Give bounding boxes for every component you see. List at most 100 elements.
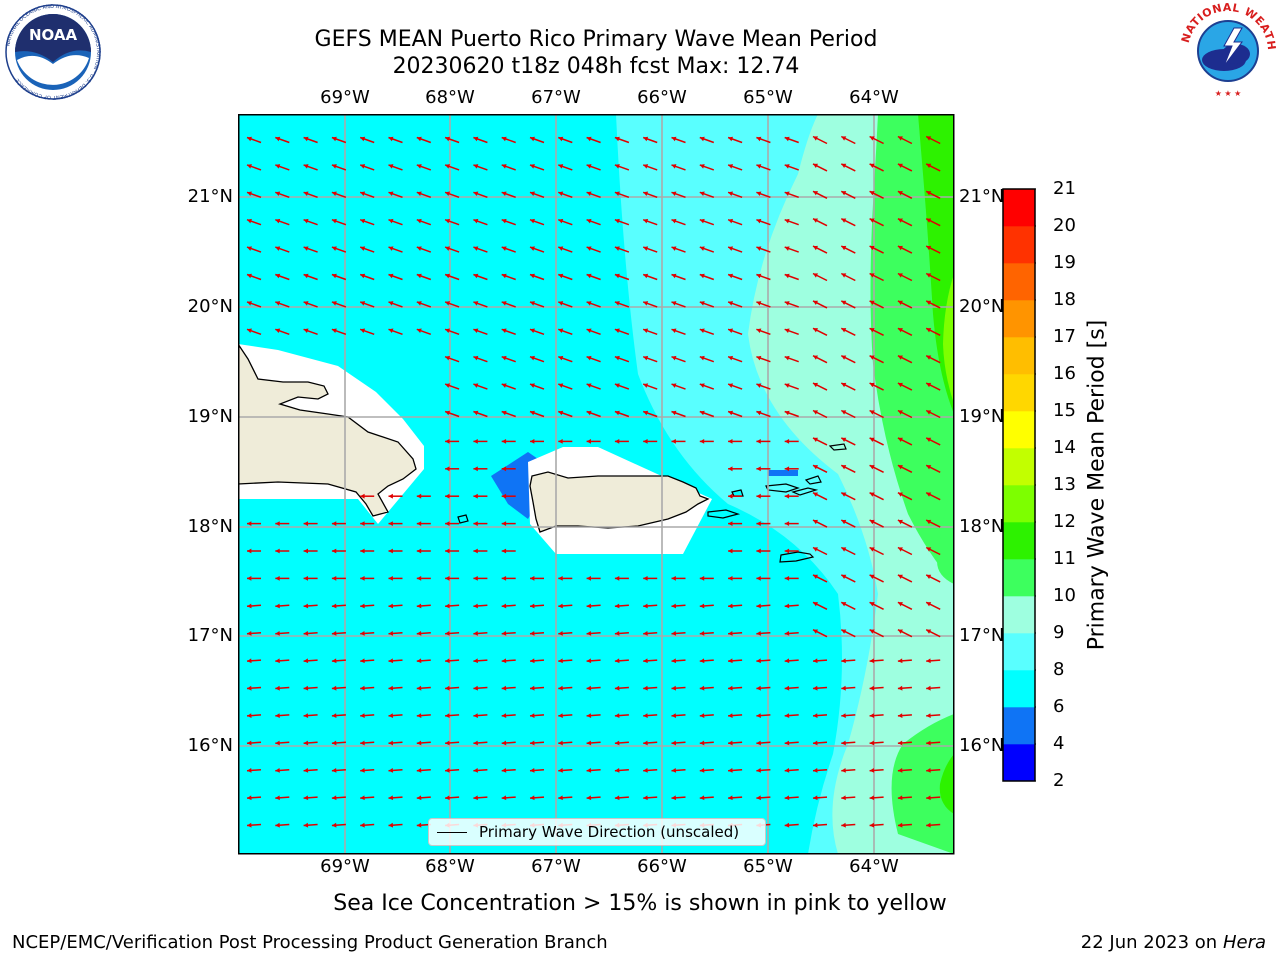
wave-direction-arrow [501, 301, 516, 308]
wave-direction-arrow [727, 328, 743, 336]
wave-direction-arrow [275, 822, 290, 828]
wave-direction-arrow [586, 355, 601, 363]
wave-direction-arrow [416, 493, 431, 499]
wave-direction-arrow [331, 767, 346, 773]
wave-direction-arrow [784, 136, 799, 144]
wave-direction-arrow [445, 713, 460, 718]
wave-direction-arrow [586, 603, 601, 609]
wave-direction-arrow [501, 164, 516, 171]
lat-right-label: 19°N [959, 406, 1005, 427]
wave-direction-arrow [275, 218, 290, 226]
wave-direction-arrow [897, 355, 913, 364]
wave-direction-arrow [897, 685, 912, 691]
wave-direction-arrow [727, 410, 743, 418]
wave-direction-arrow [756, 713, 771, 718]
wave-direction-arrow [614, 136, 630, 144]
wave-direction-arrow [614, 630, 629, 636]
wave-direction-arrow [840, 163, 856, 172]
wave-direction-arrow [331, 658, 346, 664]
wave-direction-arrow [784, 466, 799, 472]
wave-direction-arrow [416, 521, 431, 526]
wave-direction-arrow [331, 246, 347, 253]
wave-direction-arrow [728, 740, 743, 746]
wave-direction-arrow [303, 548, 318, 554]
wave-direction-arrow [699, 603, 714, 609]
wave-direction-arrow [756, 246, 771, 253]
wave-direction-arrow [671, 410, 686, 418]
lat-right-label: 21°N [959, 186, 1005, 207]
wave-direction-arrow [840, 135, 856, 145]
wave-direction-arrow [529, 328, 545, 336]
wave-direction-arrow [246, 218, 262, 226]
wave-direction-arrow [812, 740, 828, 746]
wave-direction-arrow [642, 218, 658, 226]
wave-direction-arrow [501, 439, 516, 444]
wave-direction-arrow [812, 629, 828, 638]
wave-direction-arrow [756, 740, 771, 746]
field-10-11-east [937, 474, 954, 584]
colorbar-segment [1003, 448, 1035, 486]
wave-direction-arrow [897, 464, 913, 473]
wave-direction-arrow [586, 630, 601, 636]
wave-direction-arrow [416, 603, 431, 609]
wave-direction-arrow [529, 301, 545, 308]
wave-direction-arrow [416, 191, 432, 199]
wave-direction-arrow [501, 576, 516, 581]
wave-direction-arrow [614, 410, 630, 418]
wave-direction-arrow [784, 191, 799, 199]
wave-direction-arrow [388, 273, 403, 281]
field-4-6-vi [768, 470, 798, 476]
wave-direction-arrow [360, 822, 375, 828]
wave-direction-arrow [331, 218, 347, 226]
wave-direction-arrow [728, 713, 743, 718]
wave-direction-arrow [869, 409, 884, 419]
wave-direction-arrow [416, 548, 431, 554]
wave-direction-arrow [841, 767, 856, 773]
wave-direction-arrow [812, 574, 828, 583]
wave-direction-arrow [501, 466, 516, 472]
wave-direction-arrow [728, 685, 743, 691]
wave-direction-arrow [727, 273, 743, 281]
wave-direction-arrow [812, 135, 828, 145]
wave-direction-arrow [303, 521, 318, 526]
wave-direction-arrow [275, 328, 290, 336]
wave-direction-arrow [445, 767, 460, 773]
wave-direction-arrow [671, 164, 686, 171]
wave-direction-arrow [331, 521, 346, 526]
wave-direction-arrow [473, 740, 488, 746]
wave-direction-arrow [416, 685, 431, 691]
wave-direction-arrow [756, 548, 771, 554]
wave-direction-arrow [388, 603, 403, 609]
colorbar-segment [1003, 189, 1035, 227]
wave-direction-arrow [388, 191, 403, 199]
wave-direction-arrow [699, 410, 715, 418]
wave-direction-arrow [529, 246, 545, 253]
wave-direction-arrow [529, 136, 545, 144]
wave-direction-arrow [925, 135, 941, 145]
wave-direction-arrow [388, 246, 403, 253]
wave-direction-arrow [445, 439, 460, 444]
wave-direction-arrow [360, 658, 375, 664]
wave-direction-arrow [840, 629, 856, 638]
wave-direction-arrow [614, 191, 630, 199]
footer-date-text: 22 Jun 2023 on [1080, 932, 1218, 953]
wave-direction-arrow [784, 383, 799, 390]
wave-direction-arrow [727, 383, 743, 390]
wave-direction-arrow [416, 273, 432, 281]
wave-direction-arrow [586, 767, 601, 773]
wave-direction-arrow [614, 685, 629, 691]
wave-direction-arrow [756, 273, 771, 281]
footer-date: 22 Jun 2023 on Hera [1081, 932, 1266, 953]
wave-direction-arrow [728, 493, 743, 499]
wave-direction-arrow [501, 328, 516, 336]
wave-direction-arrow [473, 493, 488, 499]
wave-direction-arrow [841, 658, 856, 664]
wave-direction-arrow [331, 685, 346, 691]
wave-direction-arrow [331, 822, 346, 828]
wave-direction-arrow [558, 685, 573, 691]
wave-direction-arrow [784, 355, 799, 363]
wave-direction-arrow [445, 630, 460, 636]
wave-direction-arrow [614, 658, 629, 664]
wave-direction-arrow [388, 685, 403, 691]
wave-direction-arrow [246, 740, 262, 746]
